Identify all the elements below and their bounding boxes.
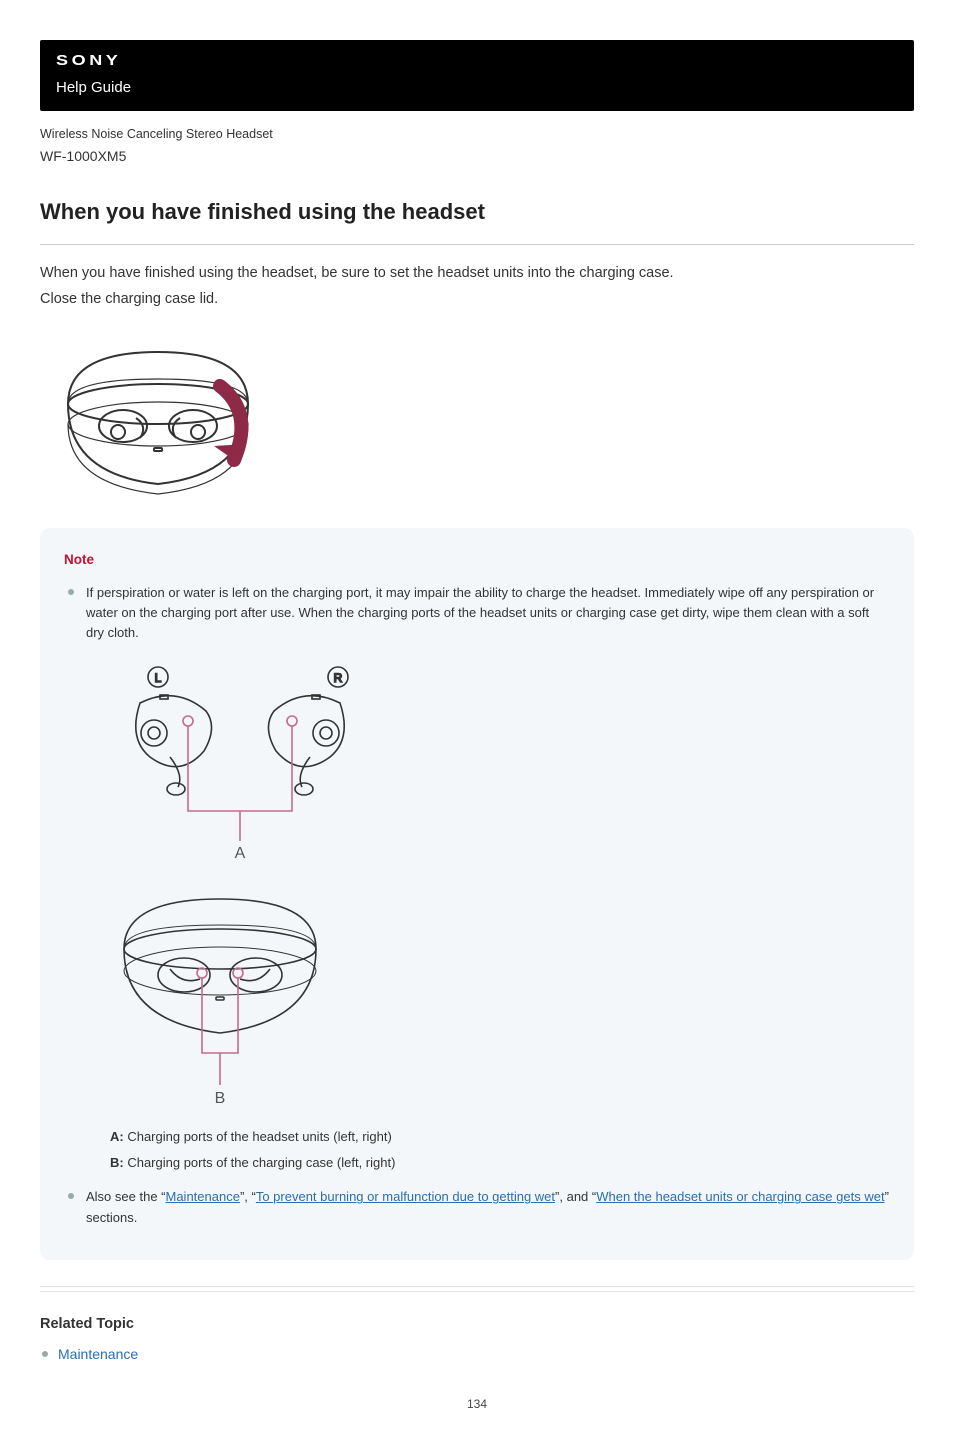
note-item-seealso: Also see the “Maintenance”, “To prevent …	[64, 1187, 890, 1227]
brand-logo: SONY	[56, 50, 121, 73]
svg-text:B: B	[215, 1090, 226, 1107]
section-rule-1	[40, 1286, 914, 1287]
legend-a-prefix: A:	[110, 1129, 124, 1144]
intro-text: When you have finished using the headset…	[40, 263, 914, 311]
note-title: Note	[64, 550, 890, 570]
note-box: Note If perspiration or water is left on…	[40, 528, 914, 1260]
legend-a: A: Charging ports of the headset units (…	[110, 1127, 890, 1147]
guide-label: Help Guide	[56, 77, 898, 100]
intro-p2: Close the charging case lid.	[40, 289, 914, 311]
link-maintenance[interactable]: Maintenance	[166, 1189, 240, 1204]
note-text-1: If perspiration or water is left on the …	[86, 585, 874, 640]
seealso-mid1: ”, “	[240, 1189, 256, 1204]
title-rule	[40, 244, 914, 245]
note-item-ports: If perspiration or water is left on the …	[64, 583, 890, 1174]
related-item: Maintenance	[40, 1344, 914, 1365]
svg-text:R: R	[334, 671, 343, 685]
intro-p1: When you have finished using the headset…	[40, 263, 914, 285]
legend-b-prefix: B:	[110, 1155, 124, 1170]
figure-close-lid	[48, 334, 914, 510]
link-gets-wet[interactable]: When the headset units or charging case …	[596, 1189, 884, 1204]
seealso-pre: Also see the “	[86, 1189, 166, 1204]
legend-b-text: Charging ports of the charging case (lef…	[124, 1155, 396, 1170]
svg-text:A: A	[235, 845, 246, 861]
related-heading: Related Topic	[40, 1314, 914, 1336]
svg-text:L: L	[155, 671, 162, 685]
section-rule-2	[40, 1291, 914, 1292]
figure-earbuds-ports: L R	[110, 661, 890, 867]
product-line: Wireless Noise Canceling Stereo Headset	[40, 125, 914, 144]
figure-case-ports: B	[110, 885, 890, 1121]
page-title: When you have finished using the headset	[40, 195, 914, 228]
related-list: Maintenance	[40, 1344, 914, 1365]
seealso-mid2: ”, and “	[555, 1189, 596, 1204]
legend-a-text: Charging ports of the headset units (lef…	[124, 1129, 392, 1144]
link-prevent-burning[interactable]: To prevent burning or malfunction due to…	[256, 1189, 555, 1204]
model-number: WF-1000XM5	[40, 146, 914, 167]
legend-b: B: Charging ports of the charging case (…	[110, 1153, 890, 1173]
page-number: 134	[40, 1395, 914, 1413]
related-link-maintenance[interactable]: Maintenance	[58, 1346, 138, 1362]
header-bar: SONY Help Guide	[40, 40, 914, 111]
